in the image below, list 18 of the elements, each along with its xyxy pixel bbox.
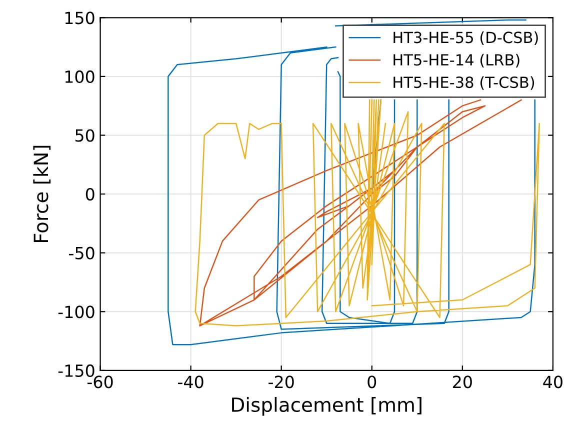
x-tick-label: -40 (178, 376, 204, 388)
x-tick-label: 40 (543, 376, 562, 388)
y-axis-title: Force [kN] (33, 146, 51, 242)
legend-label: HT3-HE-55 (D-CSB) (394, 31, 538, 46)
x-tick-label: 20 (453, 376, 472, 388)
y-tick-label: 50 (75, 129, 94, 142)
y-tick-label: -50 (69, 246, 94, 260)
x-tick-label: 0 (368, 376, 376, 388)
x-tick-label: -60 (87, 376, 113, 388)
y-tick-label: -100 (58, 306, 94, 318)
legend-label: HT5-HE-14 (LRB) (394, 54, 520, 68)
y-tick-label: 150 (65, 12, 94, 24)
x-tick-label: -20 (268, 376, 294, 388)
x-axis-title: Displacement [mm] (232, 396, 422, 416)
y-tick-label: 0 (86, 188, 94, 201)
y-tick-label: 100 (65, 70, 94, 84)
y-tick-label: -150 (58, 364, 94, 378)
legend-label: HT5-HE-38 (T-CSB) (394, 76, 534, 90)
